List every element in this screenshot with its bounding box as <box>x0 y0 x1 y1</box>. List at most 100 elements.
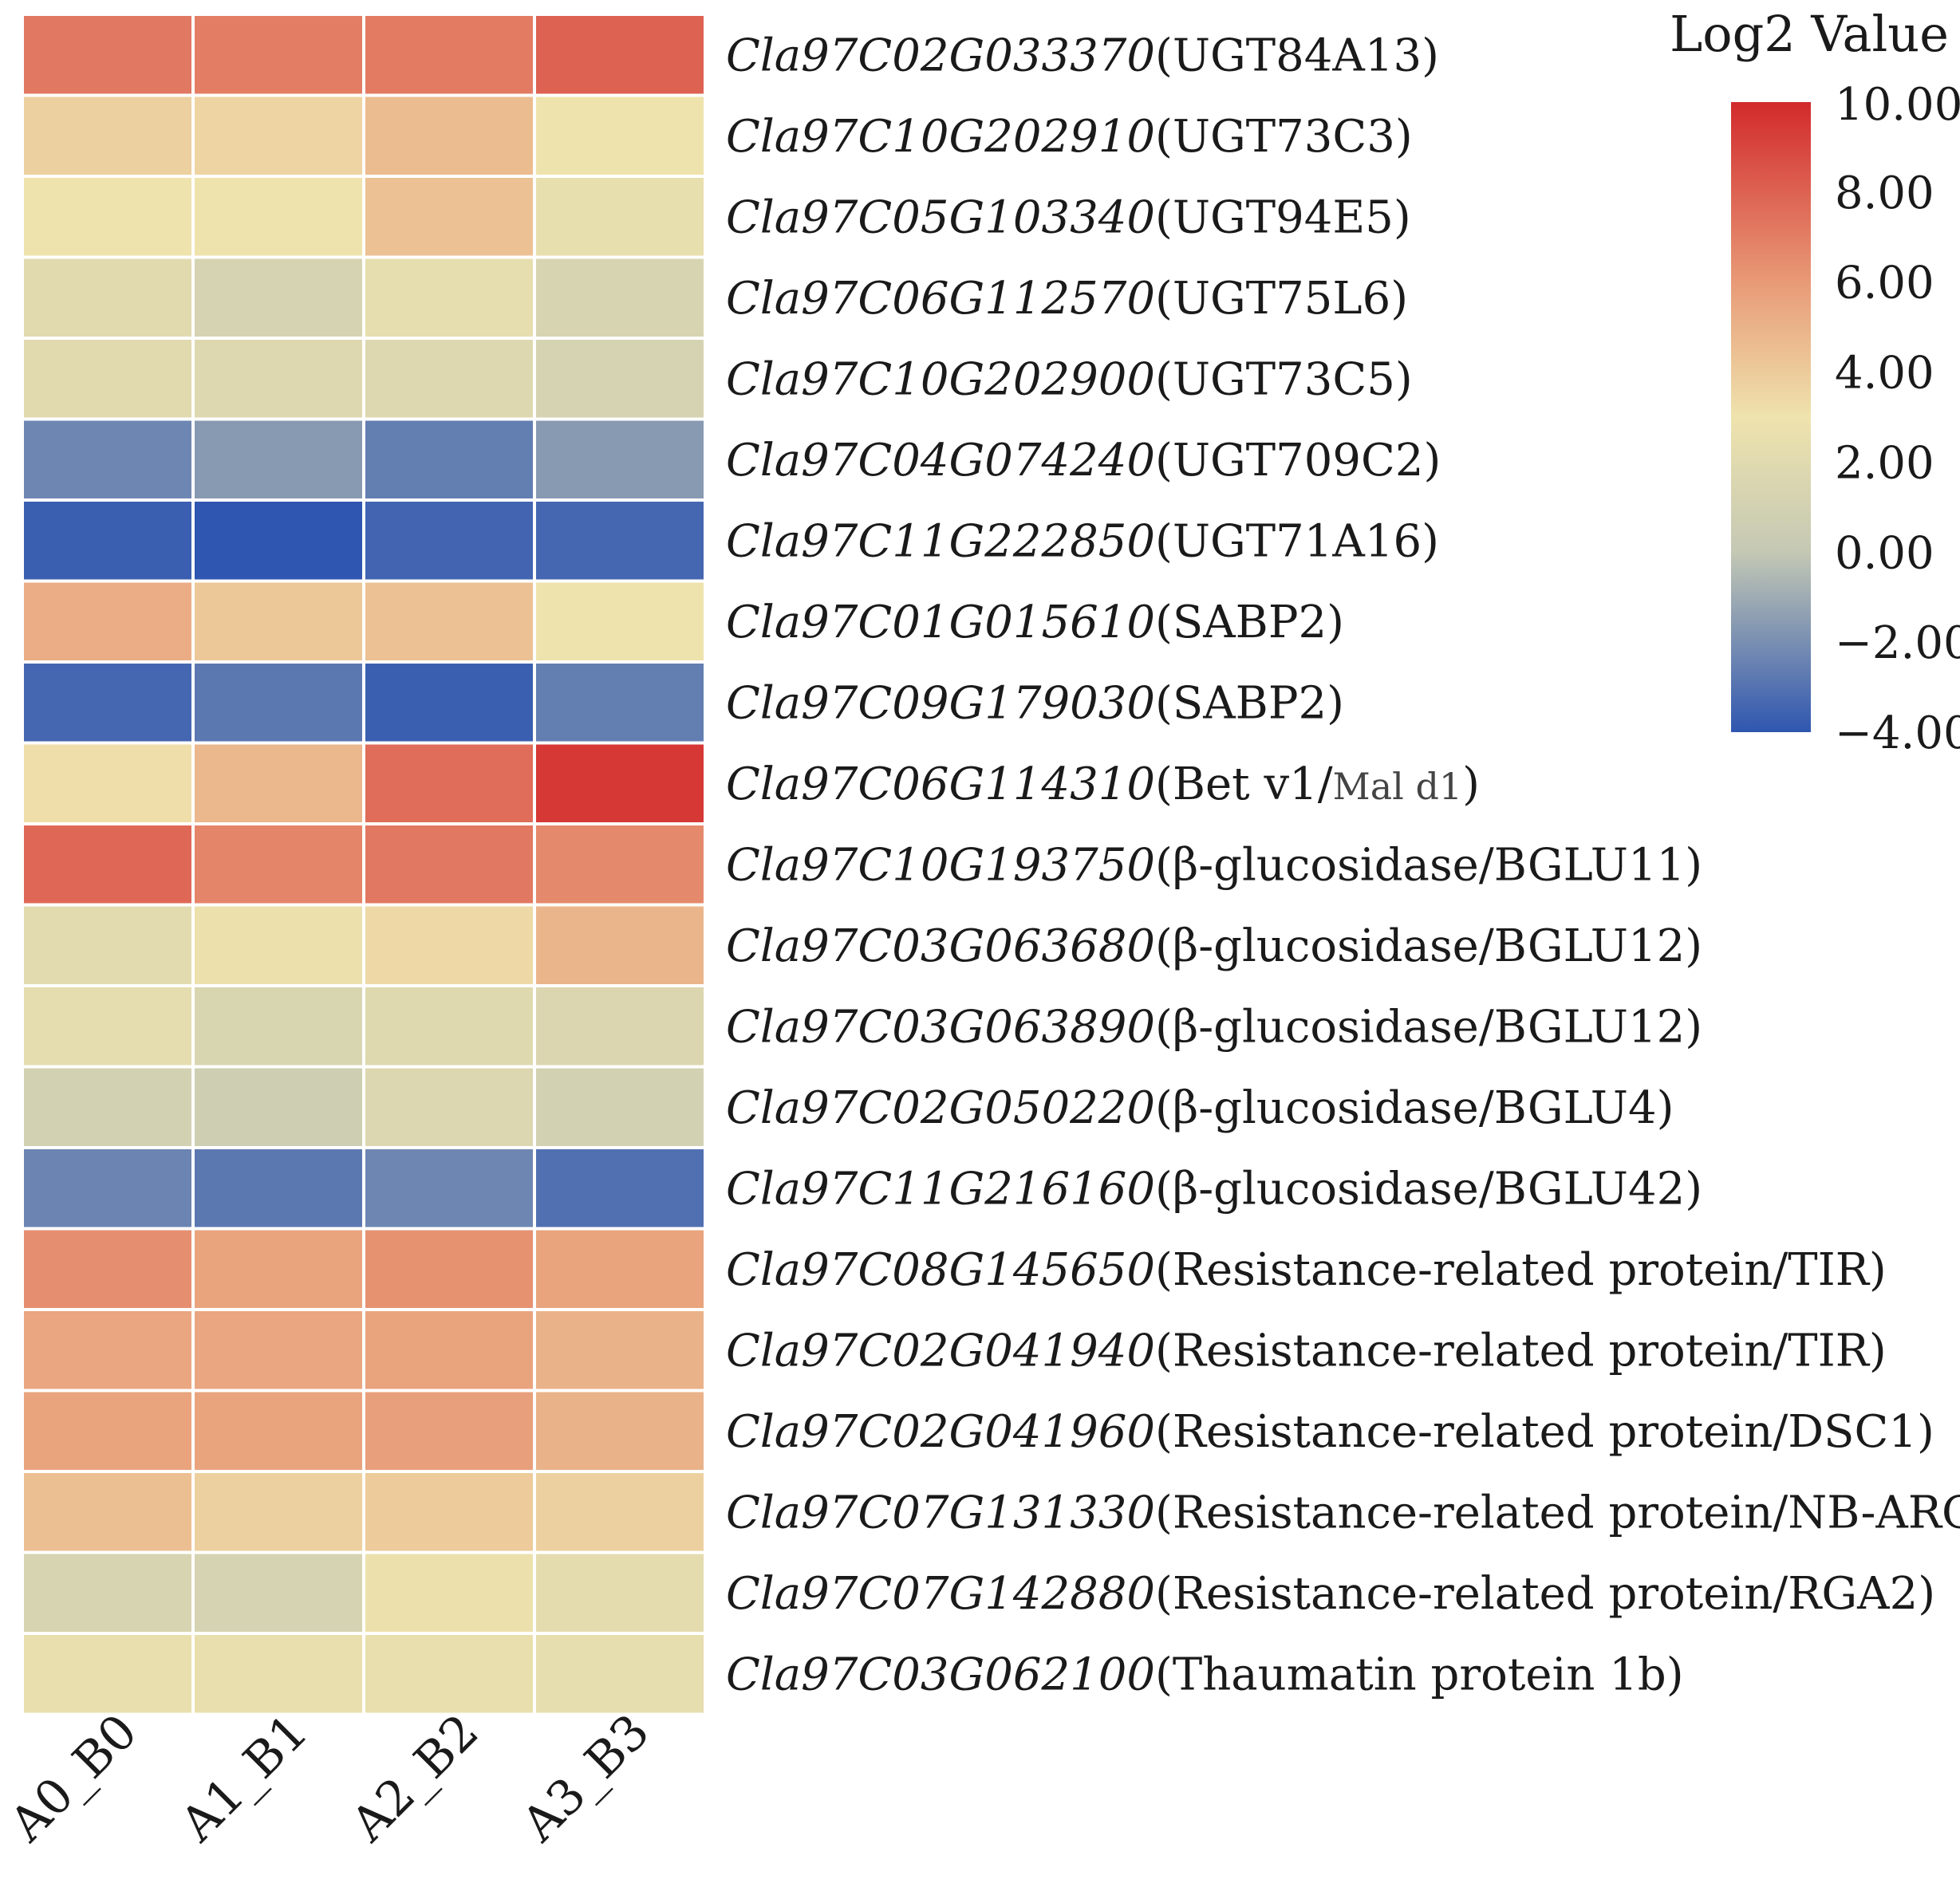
heatmap-cell <box>533 175 707 259</box>
heatmap-cell <box>533 660 707 745</box>
heatmap-cell <box>362 741 536 825</box>
row-labels: Cla97C02G033370(UGT84A13) Cla97C10G202910… <box>726 30 1960 1700</box>
gene-id: Cla97C09G179030 <box>726 677 1155 729</box>
row-label: Cla97C03G063680(β-glucosidase/BGLU12) <box>726 920 1702 972</box>
heatmap-cell <box>533 1632 707 1716</box>
heatmap-cell <box>533 13 707 97</box>
heatmap-cell <box>21 498 195 583</box>
row-label: Cla97C11G222850(UGT71A16) <box>726 515 1439 567</box>
row-label: Cla97C02G033370(UGT84A13) <box>726 30 1439 81</box>
gene-annotation: (Thaumatin protein 1b) <box>1155 1649 1684 1700</box>
heatmap-cell <box>362 255 536 340</box>
gene-annotation: (UGT94E5) <box>1155 191 1411 243</box>
heatmap-cell <box>21 417 195 502</box>
heatmap-cell <box>533 1389 707 1473</box>
legend-ticks: 10.00 8.00 6.00 4.00 2.00 0.00 −2.00 −4.00 <box>1835 79 1960 759</box>
gene-annotation: (UGT73C5) <box>1155 353 1413 405</box>
heatmap-cell <box>21 1470 195 1554</box>
legend-title: Log2 Value <box>1670 5 1949 63</box>
gene-id: Cla97C11G222850 <box>726 515 1155 567</box>
legend-color-bar <box>1731 102 1811 732</box>
gene-annotation: (SABP2) <box>1155 677 1344 729</box>
heatmap-cell <box>21 660 195 745</box>
row-label: Cla97C07G131330(Resistance-related prote… <box>726 1487 1960 1538</box>
gene-annotation: (UGT709C2) <box>1155 435 1441 487</box>
row-label: Cla97C06G112570(UGT75L6) <box>726 273 1408 325</box>
legend-tick-label: 4.00 <box>1835 348 1934 400</box>
gene-id: Cla97C06G114310 <box>726 758 1155 810</box>
column-labels: A0_B0 A1_B1 A2_B2 A3_B3 <box>0 1704 661 1853</box>
heatmap-cell <box>533 1550 707 1635</box>
row-label: Cla97C10G193750(β-glucosidase/BGLU11) <box>726 839 1702 891</box>
heatmap-cell <box>191 13 365 97</box>
heatmap-cell <box>21 255 195 340</box>
heatmap-cell <box>362 1146 536 1231</box>
heatmap-cell <box>191 337 365 421</box>
gene-annotation: (Resistance-related protein/TIR) <box>1155 1244 1887 1296</box>
gene-id: Cla97C03G063890 <box>726 1001 1155 1053</box>
heatmap-cell <box>191 903 365 987</box>
gene-id: Cla97C10G202910 <box>726 111 1155 163</box>
gene-id: Cla97C07G131330 <box>726 1487 1155 1538</box>
heatmap-cell <box>191 1227 365 1311</box>
row-label: Cla97C08G145650(Resistance-related prote… <box>726 1244 1887 1296</box>
legend-tick-label: 6.00 <box>1835 258 1934 309</box>
gene-annotation: (β-glucosidase/BGLU12) <box>1155 1001 1702 1053</box>
heatmap-cell <box>191 741 365 825</box>
heatmap-cell <box>533 822 707 907</box>
heatmap-cell <box>533 903 707 987</box>
gene-id: Cla97C02G041940 <box>726 1325 1155 1377</box>
gene-id: Cla97C11G216160 <box>726 1163 1155 1215</box>
gene-id: Cla97C10G202900 <box>726 353 1155 405</box>
column-label: A2_B2 <box>340 1704 489 1853</box>
heatmap-cell <box>533 1470 707 1554</box>
legend-tick-label: 8.00 <box>1835 167 1934 219</box>
heatmap-cell <box>191 1470 365 1554</box>
gene-id: Cla97C05G103340 <box>726 191 1155 243</box>
heatmap-cell <box>533 417 707 502</box>
heatmap-cell <box>191 1632 365 1716</box>
gene-id: Cla97C07G142880 <box>726 1568 1155 1620</box>
heatmap-cell <box>191 255 365 340</box>
heatmap-cell <box>533 337 707 421</box>
gene-annotation: (Resistance-related protein/DSC1) <box>1155 1406 1934 1458</box>
row-label: Cla97C05G103340(UGT94E5) <box>726 191 1411 243</box>
legend-tick-label: −4.00 <box>1835 707 1960 759</box>
row-label: Cla97C10G202910(UGT73C3) <box>726 111 1413 163</box>
heatmap-cell <box>362 1550 536 1635</box>
gene-annotation: (β-glucosidase/BGLU12) <box>1155 920 1702 972</box>
heatmap-cell <box>191 1065 365 1149</box>
heatmap-cell <box>21 822 195 907</box>
heatmap-cell <box>21 984 195 1069</box>
gene-id: Cla97C06G112570 <box>726 273 1155 325</box>
row-label: Cla97C06G114310(Bet v1/Mal d1) <box>726 758 1480 810</box>
row-label: Cla97C02G041940(Resistance-related prote… <box>726 1325 1887 1377</box>
row-label: Cla97C03G062100(Thaumatin protein 1b) <box>726 1649 1684 1700</box>
gene-annotation-small: Mal d1 <box>1333 765 1463 808</box>
heatmap-cell <box>191 822 365 907</box>
gene-annotation: (UGT73C3) <box>1155 111 1413 163</box>
gene-id: Cla97C03G063680 <box>726 920 1155 972</box>
heatmap-cell <box>21 1389 195 1473</box>
heatmap-cell <box>191 984 365 1069</box>
heatmap-cell <box>21 1065 195 1149</box>
heatmap-cell <box>362 984 536 1069</box>
row-label: Cla97C07G142880(Resistance-related prote… <box>726 1568 1935 1620</box>
color-legend: Log2 Value 10.00 8.00 6.00 4.00 2.00 0.00 −2.0… <box>1670 5 1960 759</box>
row-label: Cla97C02G041960(Resistance-related prote… <box>726 1406 1934 1458</box>
row-label: Cla97C01G015610(SABP2) <box>726 597 1344 648</box>
gene-annotation: (Resistance-related protein/RGA2) <box>1155 1568 1935 1620</box>
heatmap-cell <box>533 498 707 583</box>
heatmap-cell <box>533 1308 707 1393</box>
heatmap-cell <box>21 1308 195 1393</box>
heatmap-cell <box>533 255 707 340</box>
heatmap-cell <box>21 1227 195 1311</box>
gene-id: Cla97C08G145650 <box>726 1244 1155 1296</box>
gene-annotation: (Resistance-related protein/TIR) <box>1155 1325 1887 1377</box>
heatmap-cell <box>533 579 707 664</box>
heatmap-cell <box>362 175 536 259</box>
heatmap-cell <box>21 337 195 421</box>
heatmap-cell <box>21 903 195 987</box>
heatmap-cell <box>362 1227 536 1311</box>
